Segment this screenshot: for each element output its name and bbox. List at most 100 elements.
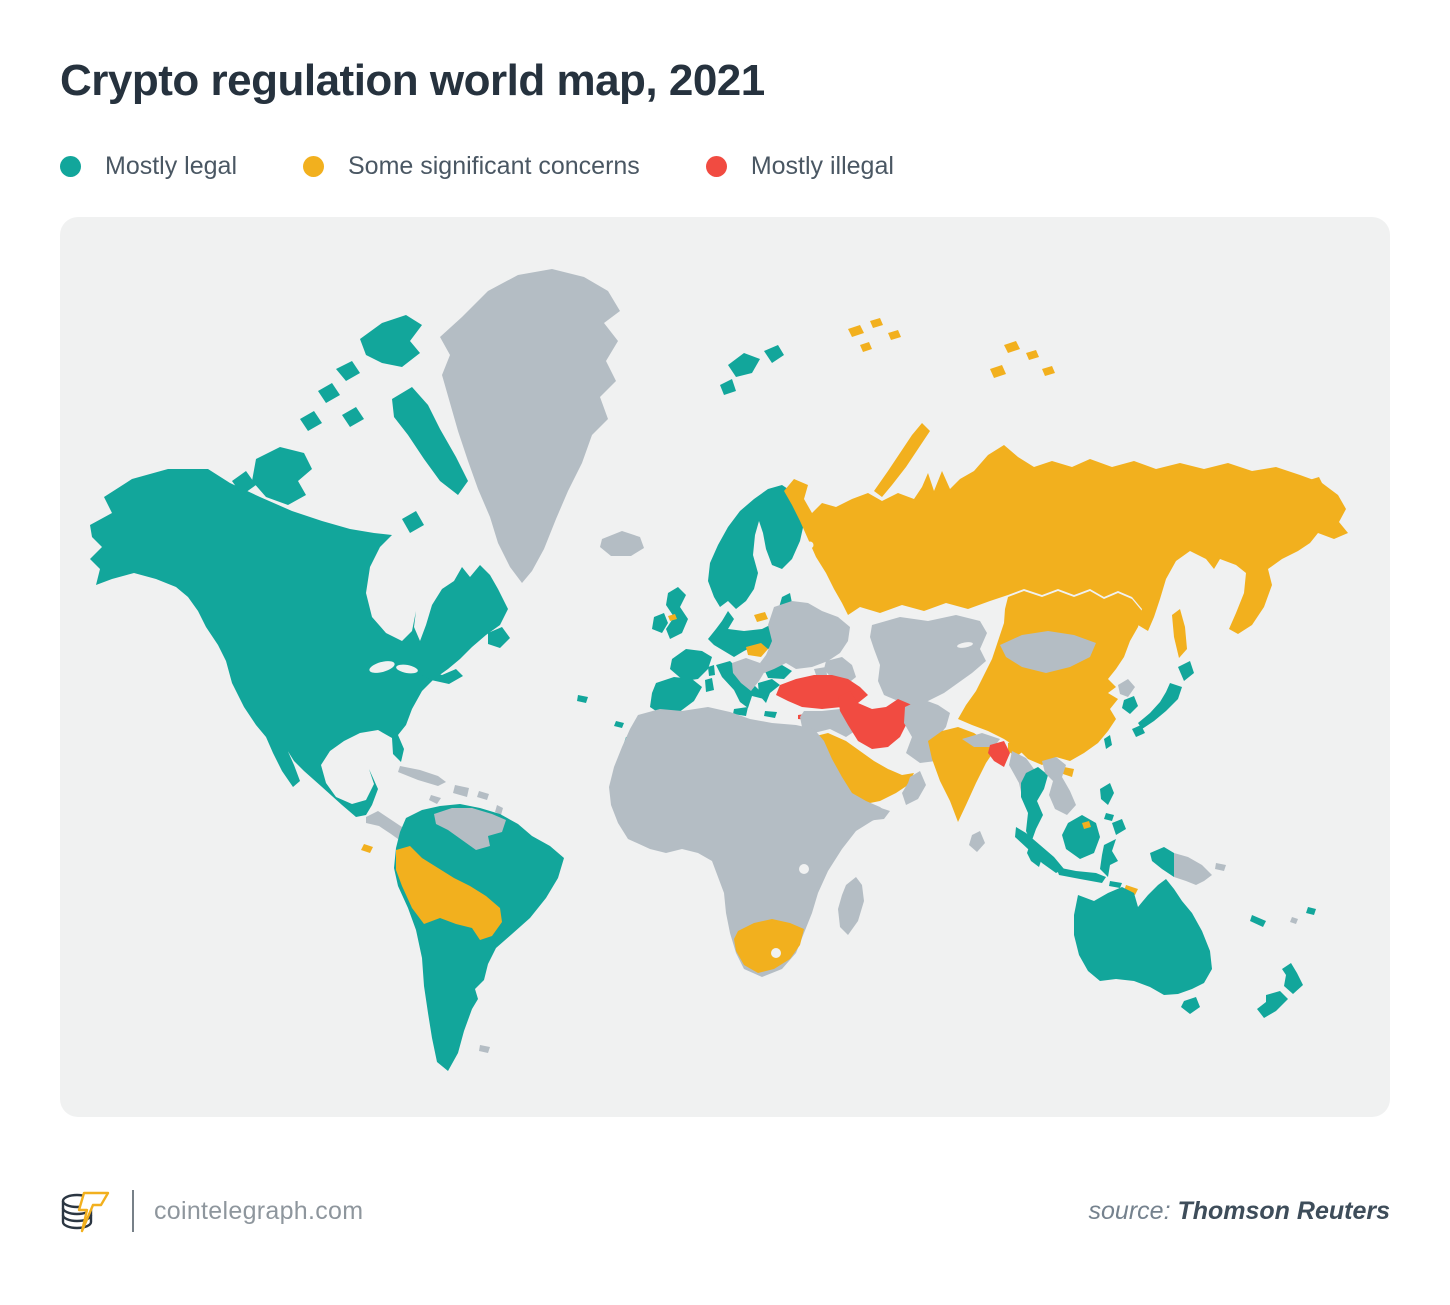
region-new-siberian-islands <box>1042 366 1055 376</box>
region-china <box>958 591 1142 765</box>
region-canada-arctic-banks <box>232 471 256 495</box>
region-isle-of-man <box>668 614 677 621</box>
legend-item-mostly-legal: Mostly legal <box>60 152 237 181</box>
region-new-siberian-islands <box>1004 341 1020 353</box>
region-india <box>928 727 994 822</box>
region-svalbard <box>764 345 784 363</box>
region-baffin-island <box>392 387 468 495</box>
region-nz-south-island <box>1257 991 1288 1018</box>
region-canada-arctic-isle <box>336 361 360 381</box>
region-bangladesh <box>988 741 1010 767</box>
region-kazakhstan-central-asia <box>870 615 987 705</box>
brand-site-text: cointelegraph.com <box>154 1196 364 1225</box>
region-sri-lanka <box>969 831 985 852</box>
region-canada-arctic-isle <box>300 411 322 431</box>
region-visayas <box>1104 813 1114 821</box>
lake-victoria <box>799 864 809 874</box>
region-lesser-sunda <box>1109 881 1122 888</box>
legend-item-some-concerns: Some significant concerns <box>303 152 640 181</box>
region-canada-arctic-ellesmere <box>360 315 422 367</box>
region-fiji <box>1306 907 1316 915</box>
legend-dot-illegal <box>705 156 727 177</box>
region-honshu <box>1138 683 1182 729</box>
region-hispaniola <box>453 785 469 797</box>
legend-dot-legal <box>60 156 81 177</box>
region-luzon <box>1100 783 1114 805</box>
region-madagascar <box>838 877 864 935</box>
source-credit: source: Thomson Reuters <box>1089 1197 1390 1226</box>
region-sakhalin <box>1172 609 1187 658</box>
region-timor-leste <box>1124 885 1138 895</box>
region-svalbard <box>720 379 736 395</box>
legend-label: Mostly illegal <box>750 152 894 180</box>
region-newfoundland <box>488 627 510 648</box>
region-franz-josef <box>848 325 864 337</box>
region-vanuatu <box>1290 917 1298 924</box>
region-cuba <box>398 766 446 786</box>
region-borneo <box>1062 815 1100 859</box>
region-australia <box>1074 879 1212 995</box>
region-java <box>1056 867 1106 883</box>
region-sulawesi <box>1100 839 1118 877</box>
region-severnaya-zemlya <box>990 365 1006 378</box>
region-corsica <box>708 665 715 676</box>
region-nepal-bhutan <box>962 733 1000 747</box>
region-puerto-rico <box>477 791 489 800</box>
region-central-europe <box>708 593 792 657</box>
cointelegraph-logo-icon <box>61 1191 110 1233</box>
region-south-korea <box>1122 696 1138 714</box>
region-new-siberian-islands <box>1026 350 1039 360</box>
region-falklands <box>479 1045 490 1053</box>
region-scandinavia <box>708 485 804 609</box>
lake-superior <box>369 661 395 673</box>
region-sicily <box>733 707 748 716</box>
brand-divider <box>132 1190 134 1232</box>
region-thailand <box>1021 767 1048 843</box>
region-franz-josef <box>860 342 872 352</box>
region-france <box>670 649 712 681</box>
legend: Mostly legal Some significant concerns M… <box>60 152 1390 181</box>
region-svalbard <box>728 353 760 377</box>
source-name: Thomson Reuters <box>1177 1196 1390 1225</box>
page-title: Crypto regulation world map, 2021 <box>60 56 765 105</box>
region-sumatra <box>1015 827 1064 873</box>
region-hungary <box>746 643 768 657</box>
legend-dot-concerns <box>303 156 324 177</box>
region-kyushu <box>1132 725 1145 737</box>
region-ecuador-peru-bolivia-paraguay <box>396 846 502 940</box>
region-iberia <box>650 677 702 715</box>
region-nova-scotia <box>420 669 463 684</box>
region-novaya-zemlya <box>874 423 930 497</box>
region-iran <box>838 691 912 749</box>
region-canada-arctic-isle <box>342 407 364 427</box>
lightning-t-icon <box>77 1191 110 1233</box>
legend-label: Some significant concerns <box>348 152 640 180</box>
lesotho-outline <box>771 948 781 958</box>
region-tasmania <box>1181 997 1200 1014</box>
region-iceland <box>600 531 644 556</box>
region-uk <box>666 587 688 639</box>
lake-ladoga <box>806 541 814 549</box>
region-mindanao <box>1112 819 1126 835</box>
world-map-panel <box>60 217 1390 1117</box>
footer: cointelegraph.com source: Thomson Reuter… <box>60 1117 1390 1305</box>
region-greenland <box>440 269 620 583</box>
legend-item-mostly-illegal: Mostly illegal <box>705 152 894 181</box>
brand: cointelegraph.com <box>60 1186 363 1236</box>
region-papua-new-guinea <box>1174 853 1212 885</box>
region-madeira <box>614 721 624 728</box>
region-oman <box>902 771 926 805</box>
region-taiwan <box>1104 735 1112 749</box>
region-new-caledonia <box>1250 915 1266 927</box>
region-jamaica <box>429 795 441 804</box>
region-hokkaido <box>1178 661 1194 681</box>
region-ireland <box>652 613 668 633</box>
region-canada-arctic-victoria <box>252 447 312 505</box>
region-canada-arctic-isle <box>318 383 340 403</box>
region-south-africa <box>734 919 804 973</box>
region-brunei <box>1082 821 1091 829</box>
region-azores <box>577 695 588 703</box>
region-vietnam-laos-cambodia <box>1042 757 1076 815</box>
region-africa <box>609 707 888 977</box>
region-italy <box>716 661 768 708</box>
